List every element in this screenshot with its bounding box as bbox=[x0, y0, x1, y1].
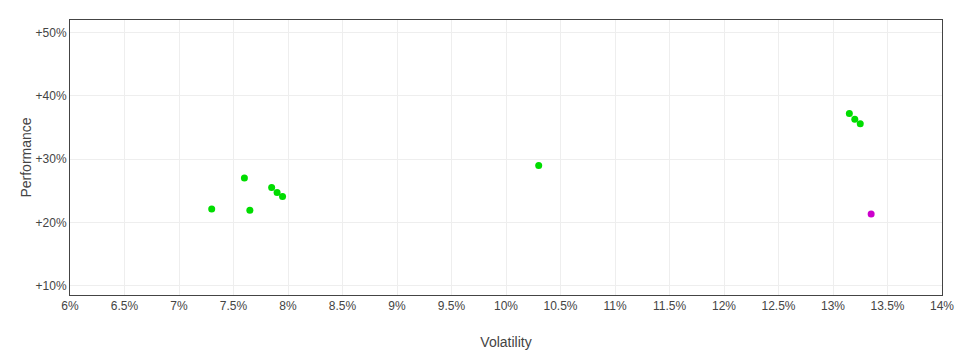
svg-text:10%: 10% bbox=[494, 299, 518, 313]
svg-text:+20%: +20% bbox=[36, 216, 67, 230]
svg-text:8.5%: 8.5% bbox=[329, 299, 357, 313]
svg-text:7.5%: 7.5% bbox=[220, 299, 248, 313]
svg-text:6.5%: 6.5% bbox=[111, 299, 139, 313]
svg-text:9.5%: 9.5% bbox=[438, 299, 466, 313]
svg-text:+10%: +10% bbox=[36, 279, 67, 293]
svg-text:11%: 11% bbox=[603, 299, 626, 313]
svg-text:12%: 12% bbox=[712, 299, 736, 313]
svg-text:6%: 6% bbox=[61, 299, 79, 313]
svg-text:Volatility: Volatility bbox=[480, 334, 531, 350]
svg-text:8%: 8% bbox=[279, 299, 297, 313]
svg-text:+50%: +50% bbox=[36, 26, 67, 40]
svg-text:12.5%: 12.5% bbox=[761, 299, 795, 313]
svg-text:+30%: +30% bbox=[36, 152, 67, 166]
svg-text:11.5%: 11.5% bbox=[653, 299, 686, 313]
svg-text:13%: 13% bbox=[821, 299, 845, 313]
svg-text:13.5%: 13.5% bbox=[870, 299, 904, 313]
svg-text:14%: 14% bbox=[930, 299, 954, 313]
svg-text:Performance: Performance bbox=[18, 117, 34, 197]
svg-text:+40%: +40% bbox=[36, 89, 67, 103]
svg-text:7%: 7% bbox=[170, 299, 188, 313]
svg-text:9%: 9% bbox=[388, 299, 406, 313]
svg-text:10.5%: 10.5% bbox=[543, 299, 577, 313]
